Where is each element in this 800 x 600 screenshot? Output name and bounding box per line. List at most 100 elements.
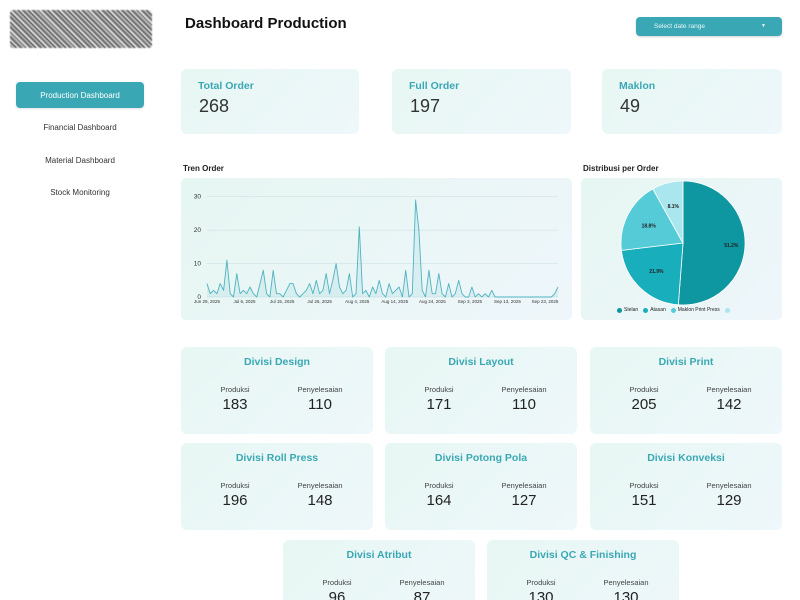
x-tick-label: Aug 4, 2025 (345, 299, 370, 304)
sidebar-item-stock-monitoring[interactable]: Stock Monitoring (50, 187, 110, 197)
produksi-label: Produksi (424, 385, 454, 394)
penyelesaian-value: 110 (512, 396, 536, 413)
trend-line-chart: 0 10 20 30 Jun 29, 2025 Jul 6, 2025 Jul 15, 20… (194, 194, 559, 304)
produksi-label: Produksi (220, 481, 250, 490)
penyelesaian-value: 129 (716, 492, 742, 509)
distribution-pie-chart: 51.2% 21.9% 18.8% 8.1% (620, 180, 746, 306)
y-tick-label: 10 (194, 261, 202, 268)
penyelesaian-stat: Penyelesaian 148 (280, 481, 360, 509)
kpi-value: 49 (620, 96, 641, 116)
produksi-stat: Produksi 151 (604, 481, 684, 509)
pie-slice-label: 51.2% (724, 243, 739, 249)
kpi-value: 197 (410, 96, 441, 116)
pie-legend: Stelan Atasan Maklon Print Press (617, 307, 730, 313)
y-tick-label: 20 (194, 227, 202, 234)
penyelesaian-stat: Penyelesaian 110 (280, 385, 360, 413)
sidebar-item-production-dashboard[interactable]: Production Dashboard (16, 82, 144, 108)
y-tick-label: 30 (194, 194, 202, 201)
kpi-card-maklon: Maklon 49 (602, 69, 782, 134)
company-logo (10, 10, 152, 48)
produksi-stat: Produksi 171 (399, 385, 479, 413)
penyelesaian-label: Penyelesaian (297, 481, 343, 490)
produksi-value: 130 (528, 589, 554, 600)
x-tick-label: Sep 23, 2025 (532, 299, 559, 304)
legend-item[interactable]: Atasan (643, 307, 666, 313)
kpi-card-full-order: Full Order 197 (392, 69, 571, 134)
x-tick-label: Jul 15, 2025 (270, 299, 295, 304)
division-card: Divisi Potong Pola Produksi 164 Penyelesaia… (385, 443, 577, 530)
division-title: Divisi Layout (448, 356, 514, 368)
penyelesaian-stat: Penyelesaian 110 (484, 385, 564, 413)
series-area (207, 200, 558, 297)
penyelesaian-label: Penyelesaian (706, 385, 752, 394)
division-card: Divisi QC & Finishing Produksi 130 Penyeles… (487, 540, 679, 600)
pie-slice-label: 21.9% (649, 269, 664, 275)
x-tick-label: Aug 24, 2025 (419, 299, 446, 304)
penyelesaian-value: 87 (413, 589, 431, 600)
trend-chart-title: Tren Order (183, 164, 224, 173)
legend-swatch (643, 307, 649, 313)
penyelesaian-label: Penyelesaian (706, 481, 752, 490)
kpi-card-total-order: Total Order 268 (181, 69, 359, 134)
trend-chart-panel: 0 10 20 30 Jun 29, 2025 Jul 6, 2025 Jul 15, 20… (181, 178, 572, 320)
division-card: Divisi Layout Produksi 171 Penyelesaian 110 (385, 347, 577, 434)
legend-item[interactable] (724, 307, 730, 313)
pie-chart-panel: 51.2% 21.9% 18.8% 8.1% (581, 178, 782, 320)
sidebar: Production Dashboard Financial Dashboard… (0, 0, 160, 600)
produksi-stat: Produksi 205 (604, 385, 684, 413)
produksi-label: Produksi (526, 578, 556, 587)
sidebar-item-financial-dashboard[interactable]: Financial Dashboard (43, 122, 117, 132)
penyelesaian-label: Penyelesaian (603, 578, 649, 587)
penyelesaian-label: Penyelesaian (297, 385, 343, 394)
division-title: Divisi Potong Pola (434, 452, 528, 464)
date-range-picker[interactable]: Select date range ▼ (636, 17, 782, 36)
kpi-label: Total Order (198, 80, 254, 92)
division-title: Divisi Konveksi (647, 452, 725, 464)
produksi-stat: Produksi 164 (399, 481, 479, 509)
penyelesaian-stat: Penyelesaian 130 (586, 578, 666, 600)
legend-item[interactable]: Stelan (617, 307, 638, 313)
y-tick-label: 0 (197, 294, 201, 301)
x-tick-label: Aug 14, 2025 (381, 299, 408, 304)
kpi-value: 268 (199, 96, 230, 116)
x-tick-label: Jul 6, 2025 (234, 299, 257, 304)
legend-label: Atasan (650, 307, 666, 313)
penyelesaian-label: Penyelesaian (399, 578, 445, 587)
legend-label: Maklon Print Press (677, 307, 720, 313)
series-line (206, 199, 559, 298)
legend-swatch (670, 307, 676, 313)
pie-slice-label: 18.8% (642, 224, 657, 230)
produksi-stat: Produksi 196 (195, 481, 275, 509)
legend-label: Stelan (624, 307, 639, 313)
produksi-stat: Produksi 96 (297, 578, 377, 600)
produksi-value: 196 (222, 492, 248, 509)
x-tick-label: Jun 29, 2025 (194, 299, 221, 304)
legend-item[interactable]: Maklon Print Press (670, 307, 720, 313)
kpi-label: Maklon (619, 80, 656, 92)
produksi-value: 183 (222, 396, 248, 413)
produksi-value: 205 (631, 396, 657, 413)
division-card: Divisi Konveksi Produksi 151 Penyelesaian 12… (590, 443, 782, 530)
division-title: Divisi QC & Finishing (529, 549, 637, 561)
x-tick-label: Sep 3, 2025 (458, 299, 483, 304)
penyelesaian-value: 142 (716, 396, 742, 413)
produksi-label: Produksi (322, 578, 352, 587)
division-card: Divisi Atribut Produksi 96 Penyelesaian 87 (283, 540, 475, 600)
division-title: Divisi Print (658, 356, 714, 368)
penyelesaian-stat: Penyelesaian 129 (689, 481, 769, 509)
produksi-label: Produksi (629, 481, 659, 490)
penyelesaian-value: 127 (511, 492, 537, 509)
produksi-label: Produksi (424, 481, 454, 490)
produksi-label: Produksi (629, 385, 659, 394)
produksi-value: 151 (631, 492, 657, 509)
division-card: Divisi Design Produksi 183 Penyelesaian 110 (181, 347, 373, 434)
penyelesaian-stat: Penyelesaian 87 (382, 578, 462, 600)
legend-swatch (724, 307, 730, 313)
pie-slice (620, 188, 684, 251)
produksi-label: Produksi (220, 385, 250, 394)
pie-chart-title: Distribusi per Order (583, 164, 659, 173)
penyelesaian-stat: Penyelesaian 142 (689, 385, 769, 413)
sidebar-item-material-dashboard[interactable]: Material Dashboard (45, 155, 115, 165)
pie-slice (620, 242, 684, 306)
